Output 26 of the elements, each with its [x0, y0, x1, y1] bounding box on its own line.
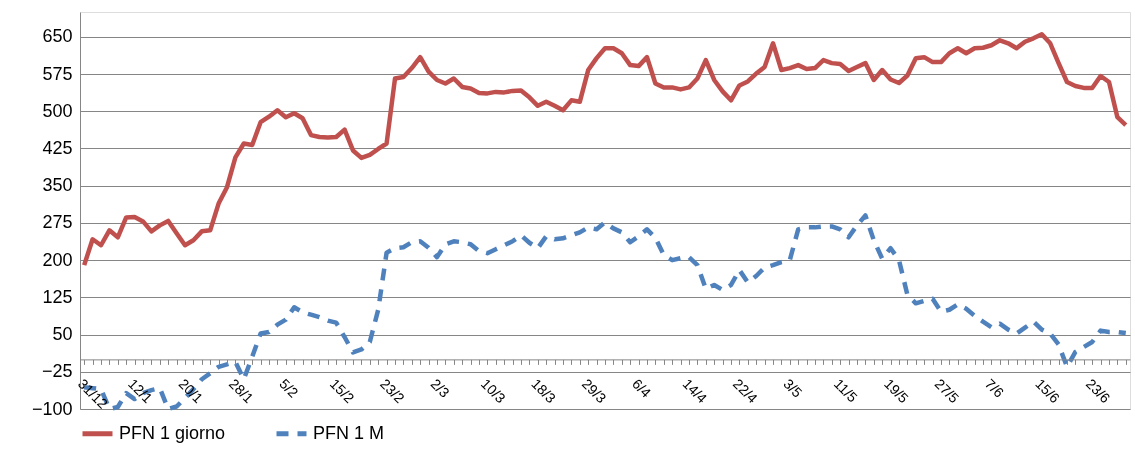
x-tick-label: 7/6: [982, 375, 1008, 401]
y-tick-label: 350: [42, 175, 73, 196]
x-tick-label: 5/2: [276, 375, 302, 401]
y-tick-label: 200: [42, 249, 73, 270]
x-tick-label: 3/5: [780, 375, 806, 401]
x-tick-label: 18/3: [528, 375, 560, 407]
x-tick-label: 11/5: [830, 375, 861, 406]
x-tick-label: 12/1: [125, 375, 156, 407]
x-tick-label: 2/3: [427, 375, 453, 401]
y-tick-label: 125: [42, 286, 73, 307]
y-tick-label: 575: [42, 63, 73, 84]
x-tick-label: 14/4: [679, 375, 711, 407]
y-tick-label: 275: [42, 212, 73, 233]
legend-label: PFN 1 M: [313, 422, 385, 443]
y-tick-label: 650: [42, 26, 73, 47]
x-tick-label: 15/6: [1032, 375, 1064, 407]
x-tick-label: 6/4: [629, 375, 655, 401]
line-series: [81, 32, 1129, 268]
y-tick-label: 500: [42, 100, 73, 121]
x-tick-label: 10/3: [478, 375, 509, 407]
y-tick-label: −25: [41, 361, 73, 382]
y-tick-label: 50: [52, 324, 73, 345]
legend-label: PFN 1 giorno: [119, 422, 226, 443]
y-tick-label: 425: [42, 137, 73, 158]
x-tick-label: 19/5: [881, 375, 912, 407]
y-tick-label: −100: [31, 398, 73, 419]
